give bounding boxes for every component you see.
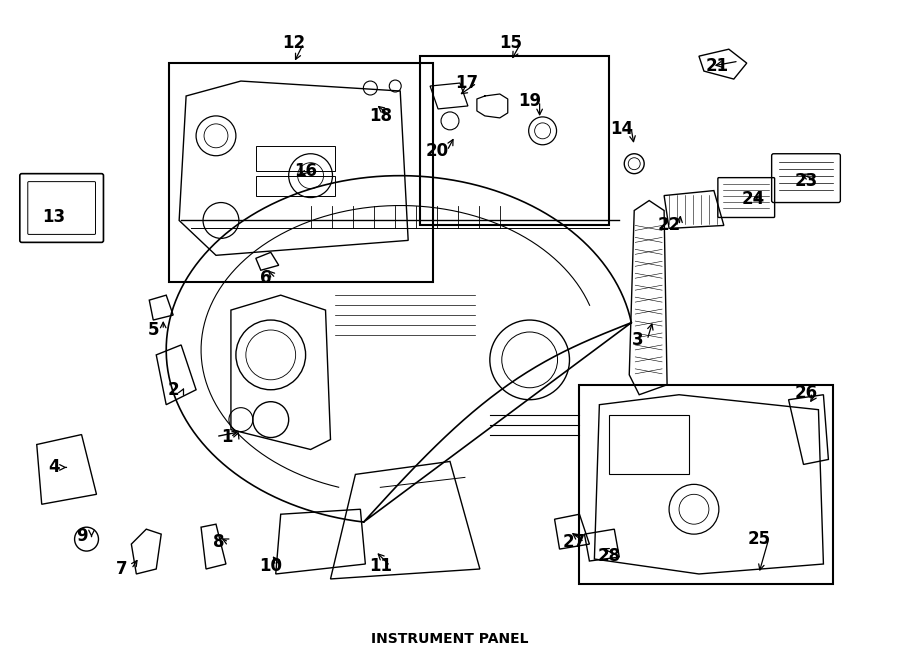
Text: 25: 25 (747, 530, 770, 548)
Text: INSTRUMENT PANEL: INSTRUMENT PANEL (371, 632, 529, 646)
Text: 21: 21 (706, 57, 728, 75)
Text: 11: 11 (369, 557, 392, 575)
Text: 4: 4 (48, 459, 59, 477)
Bar (580, 385, 833, 584)
Text: 28: 28 (598, 547, 621, 565)
Text: 27: 27 (562, 533, 586, 551)
Text: 9: 9 (76, 527, 87, 545)
Text: 6: 6 (260, 269, 272, 288)
Text: 19: 19 (518, 92, 541, 110)
Text: 8: 8 (213, 533, 225, 551)
Text: 13: 13 (42, 208, 65, 227)
Text: 18: 18 (369, 107, 392, 125)
Text: 22: 22 (658, 216, 680, 235)
Text: 3: 3 (632, 331, 643, 349)
Polygon shape (166, 176, 631, 522)
Text: 5: 5 (148, 321, 159, 339)
Text: 15: 15 (500, 34, 522, 52)
Text: 16: 16 (294, 162, 317, 180)
Bar (169, 63, 433, 282)
Text: 10: 10 (259, 557, 283, 575)
Text: 24: 24 (742, 190, 765, 208)
Text: 1: 1 (221, 428, 233, 446)
Bar (256, 176, 336, 196)
Text: 12: 12 (282, 34, 305, 52)
Bar (256, 146, 336, 171)
Bar (420, 56, 609, 225)
Bar (609, 414, 689, 475)
Text: 20: 20 (426, 141, 448, 160)
Text: 14: 14 (609, 120, 633, 138)
Text: 2: 2 (167, 381, 179, 399)
Text: 7: 7 (115, 560, 127, 578)
Polygon shape (477, 94, 508, 118)
Text: 17: 17 (455, 74, 479, 92)
Text: 23: 23 (795, 172, 818, 190)
Text: 26: 26 (795, 384, 818, 402)
